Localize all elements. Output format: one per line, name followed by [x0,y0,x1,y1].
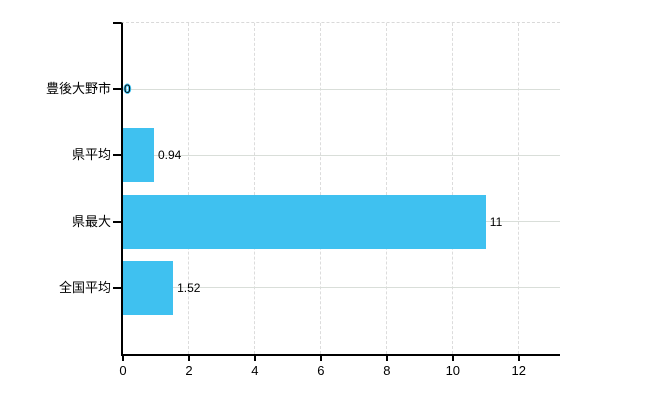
x-tick-label: 10 [445,363,461,378]
x-tick-label: 12 [511,363,526,378]
bar-value-label: 0.94 [158,148,182,163]
h-gridline [123,154,560,156]
v-gridline [254,23,256,354]
x-tick [385,355,388,361]
plot-area: 0 2 4 6 8 10 12 豊後大野市 0 県平均 0.94 県最大 11 全国平均 1.52 [46,22,560,378]
x-tick-label: 8 [383,363,391,378]
y-axis-label: 県平均 [71,147,111,163]
v-gridline [452,23,454,354]
y-tick [113,286,121,289]
v-gridline [518,23,520,354]
x-tick [517,355,520,361]
y-axis-label: 豊後大野市 [45,81,111,97]
h-gridline [123,287,560,289]
h-gridline [123,88,560,90]
y-axis-label: 県最大 [71,213,111,229]
v-gridline [386,23,388,354]
x-tick-label: 2 [185,363,193,378]
bar-value-label: 0 [124,82,131,97]
y-tick [113,154,121,157]
x-tick [253,355,256,361]
x-tick [319,355,322,361]
v-gridline [188,23,190,354]
bar [123,260,174,315]
x-tick [122,355,124,361]
bar [123,194,486,249]
bar-value-label: 1.52 [177,280,201,295]
y-tick [113,88,121,91]
x-tick [187,355,190,361]
x-tick [451,355,454,361]
y-axis-label: 全国平均 [58,279,111,295]
x-tick-label: 6 [317,363,325,378]
y-tick [113,220,121,223]
bar [123,128,154,183]
bar-value-label: 11 [489,214,503,229]
v-gridline [320,23,322,354]
x-tick-label: 0 [119,363,127,378]
y-axis-top-tick [113,22,121,24]
x-tick-label: 4 [251,363,259,378]
